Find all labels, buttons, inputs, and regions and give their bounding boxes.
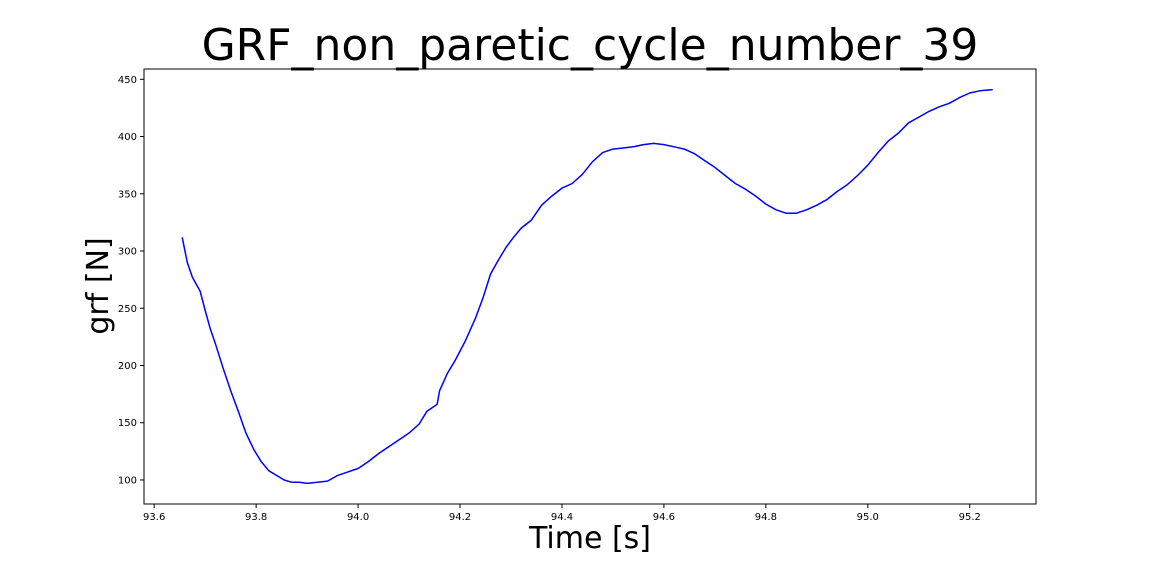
x-axis: 93.6 93.8 94.0 94.2 94.4 94.6 94.8 95.0 95.2 (143, 504, 981, 523)
x-tick-label: 93.8 (245, 512, 267, 523)
y-tick-label: 450 (118, 75, 137, 86)
x-tick-label: 94.6 (653, 512, 675, 523)
x-tick-label: 94.2 (449, 512, 471, 523)
x-tick-label: 94.8 (755, 512, 777, 523)
x-tick-label: 93.6 (143, 512, 165, 523)
y-axis-label: grf [N] (81, 237, 116, 334)
x-tick-label: 95.2 (959, 512, 981, 523)
x-tick-label: 94.0 (347, 512, 369, 523)
y-tick-label: 200 (118, 361, 137, 372)
x-tick-label: 95.0 (857, 512, 879, 523)
plot-area (143, 68, 1037, 505)
y-axis: 100 150 200 250 300 350 400 450 (118, 75, 144, 486)
y-tick-label: 400 (118, 132, 137, 143)
y-tick-label: 150 (118, 418, 137, 429)
series-line (181, 88, 993, 485)
x-axis-label: Time [s] (528, 521, 651, 556)
y-tick-label: 250 (118, 304, 137, 315)
x-tick-label: 94.4 (551, 512, 573, 523)
y-tick-label: 350 (118, 189, 137, 200)
y-tick-label: 300 (118, 247, 137, 258)
y-tick-label: 100 (118, 475, 137, 486)
chart-title: GRF_non_paretic_cycle_number_39 (202, 20, 979, 71)
